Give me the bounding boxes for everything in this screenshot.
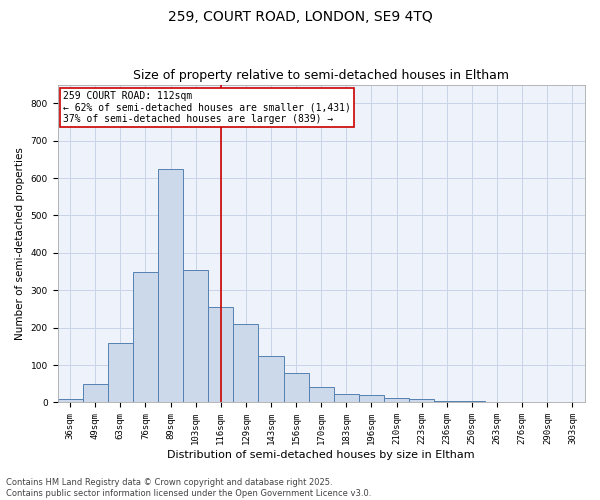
Bar [58,398,83,402]
Text: 259, COURT ROAD, LONDON, SE9 4TQ: 259, COURT ROAD, LONDON, SE9 4TQ [167,10,433,24]
Bar [384,398,409,402]
Bar [133,272,158,402]
Y-axis label: Number of semi-detached properties: Number of semi-detached properties [15,147,25,340]
Bar [309,387,334,402]
Bar [183,270,208,402]
Bar [334,394,359,402]
Bar [233,324,259,402]
Text: Contains HM Land Registry data © Crown copyright and database right 2025.
Contai: Contains HM Land Registry data © Crown c… [6,478,371,498]
Bar [108,342,133,402]
Text: 259 COURT ROAD: 112sqm
← 62% of semi-detached houses are smaller (1,431)
37% of : 259 COURT ROAD: 112sqm ← 62% of semi-det… [63,91,350,124]
Bar [284,372,309,402]
Bar [83,384,108,402]
Bar [158,168,183,402]
Title: Size of property relative to semi-detached houses in Eltham: Size of property relative to semi-detach… [133,69,509,82]
X-axis label: Distribution of semi-detached houses by size in Eltham: Distribution of semi-detached houses by … [167,450,475,460]
Bar [409,400,434,402]
Bar [208,307,233,402]
Bar [359,395,384,402]
Bar [259,356,284,403]
Bar [460,400,485,402]
